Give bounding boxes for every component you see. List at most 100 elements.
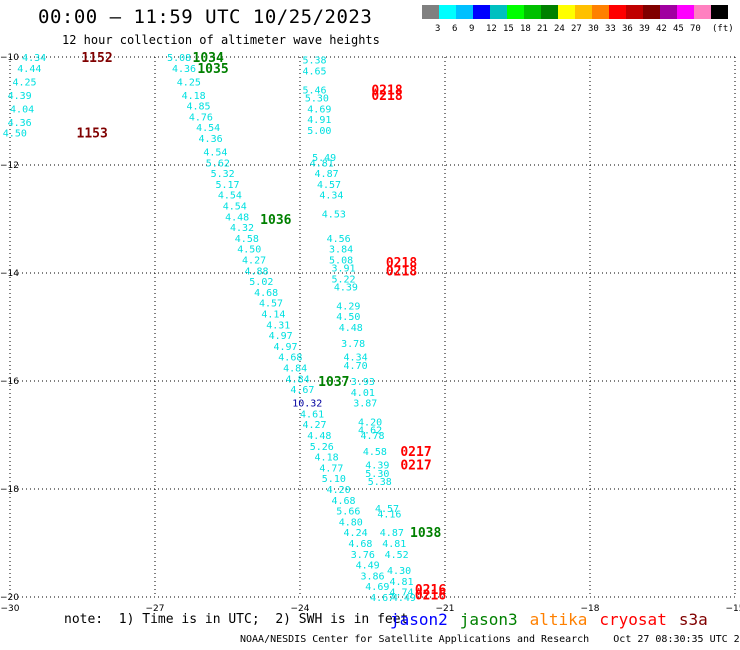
swh-value: 4.20 <box>358 418 382 429</box>
swh-value: 4.27 <box>302 420 326 431</box>
swh-value: 4.01 <box>351 388 375 399</box>
satellite-jason2: jason2 <box>390 610 448 629</box>
swh-value: 5.08 <box>167 53 191 64</box>
pass-label: 0216 <box>415 583 446 598</box>
satellite-jason3: jason3 <box>459 610 518 629</box>
swh-value: 3.78 <box>341 339 365 350</box>
legend-label: 15 <box>503 24 514 34</box>
swh-value: 4.54 <box>223 202 247 213</box>
swh-value: 4.91 <box>307 115 331 126</box>
swh-value: 5.46 <box>302 85 326 96</box>
swh-value: 3.91 <box>331 264 355 275</box>
swh-value: 5.38 <box>368 477 392 488</box>
pass-label: 1152 <box>81 51 112 66</box>
legend-swatch <box>456 5 473 19</box>
pass-label: 1034 <box>193 51 224 66</box>
swh-value: 4.16 <box>377 509 401 520</box>
swh-value: 4.54 <box>203 148 227 159</box>
swh-value: 4.18 <box>315 453 339 464</box>
legend-swatch <box>507 5 524 19</box>
swh-value: 5.02 <box>249 277 273 288</box>
legend-label: 9 <box>469 24 475 34</box>
swh-value: 4.49 <box>356 561 380 572</box>
swh-value: 5.22 <box>331 274 355 285</box>
swh-value: 4.25 <box>177 77 201 88</box>
swh-value: 4.44 <box>17 64 41 75</box>
swh-value: 4.36 <box>172 64 196 75</box>
legend-swatch <box>592 5 609 19</box>
swh-value: 4.78 <box>360 431 384 442</box>
swh-value: 4.57 <box>259 299 283 310</box>
swh-value: 4.80 <box>339 517 363 528</box>
swh-value: 10.32 <box>292 399 322 410</box>
swh-value: 4.87 <box>315 169 339 180</box>
swh-value: 4.84 <box>286 374 310 385</box>
pass-label: 0218 <box>371 89 402 104</box>
legend-label: 70 <box>690 24 701 34</box>
swh-value: 4.48 <box>225 212 249 223</box>
swh-value: 4.70 <box>344 361 368 372</box>
swh-value: 5.08 <box>329 256 353 267</box>
swh-value: 4.34 <box>344 353 368 364</box>
legend-label: 42 <box>656 24 667 34</box>
swh-value: 4.54 <box>196 123 220 134</box>
swh-value: 5.32 <box>211 169 235 180</box>
swh-value: 4.62 <box>358 426 382 437</box>
pass-label: 1035 <box>197 62 228 77</box>
satellite-legend: jason2 jason3 altika cryosat s3a <box>390 610 720 629</box>
swh-value: 4.81 <box>382 539 406 550</box>
legend-label: 12 <box>486 24 497 34</box>
swh-value: 5.38 <box>302 56 326 67</box>
pass-label: 0218 <box>386 256 417 271</box>
swh-value: 4.87 <box>380 528 404 539</box>
legend-label: 36 <box>622 24 633 34</box>
swh-value: 5.17 <box>215 180 239 191</box>
legend-unit: (ft) <box>712 24 734 34</box>
swh-value: 4.31 <box>266 320 290 331</box>
swh-value: 4.24 <box>344 528 368 539</box>
swh-value: 5.10 <box>322 474 346 485</box>
swh-value: 4.84 <box>283 364 307 375</box>
legend-swatch <box>490 5 507 19</box>
swh-value: 4.39 <box>8 91 32 102</box>
legend-label: 6 <box>452 24 458 34</box>
legend-label: 33 <box>605 24 616 34</box>
swh-value: 4.68 <box>278 353 302 364</box>
legend-swatch <box>439 5 456 19</box>
swh-value: 4.50 <box>3 129 27 140</box>
swh-value: 4.67 <box>290 385 314 396</box>
legend-swatch <box>473 5 490 19</box>
legend-swatch <box>643 5 660 19</box>
pass-label: 0216 <box>415 588 446 603</box>
satellite-altika: altika <box>529 610 588 629</box>
swh-value: 3.87 <box>353 399 377 410</box>
x-tick-label: −21 <box>436 604 455 614</box>
legend-label: 39 <box>639 24 650 34</box>
swh-value: 4.39 <box>334 283 358 294</box>
swh-value: 4.81 <box>310 158 334 169</box>
pass-label: 0218 <box>386 264 417 279</box>
swh-value: 4.50 <box>237 245 261 256</box>
legend-swatch <box>541 5 558 19</box>
swh-value: 4.68 <box>331 496 355 507</box>
legend-swatch <box>694 5 711 19</box>
swh-value: 4.81 <box>389 577 413 588</box>
swh-value: 4.56 <box>327 234 351 245</box>
swh-value: 4.97 <box>273 342 297 353</box>
swh-value: 4.88 <box>244 266 268 277</box>
swh-value: 4.52 <box>385 550 409 561</box>
y-tick-label: −14 <box>0 269 19 279</box>
pass-label: 0218 <box>371 83 402 98</box>
legend-swatch <box>626 5 643 19</box>
legend-swatch <box>558 5 575 19</box>
x-tick-label: −30 <box>1 604 20 614</box>
swh-value: 4.30 <box>387 566 411 577</box>
swh-value: 5.30 <box>365 469 389 480</box>
swh-value: 4.34 <box>22 53 46 64</box>
swh-value: 4.76 <box>189 112 213 123</box>
swh-value: 4.69 <box>365 582 389 593</box>
swh-value: 4.25 <box>12 77 36 88</box>
swh-value: 5.26 <box>310 442 334 453</box>
swh-value: 4.61 <box>300 409 324 420</box>
